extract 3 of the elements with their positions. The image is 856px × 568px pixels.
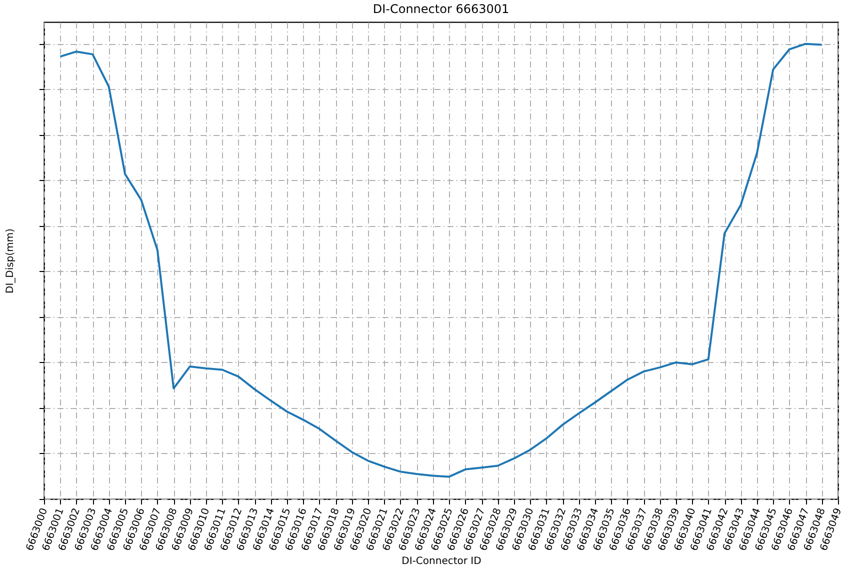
chart-title: DI-Connector 6663001 [372,2,510,16]
y-axis-title: DI_Disp(mm) [5,228,16,294]
x-axis-title: DI-Connector ID [402,556,482,568]
